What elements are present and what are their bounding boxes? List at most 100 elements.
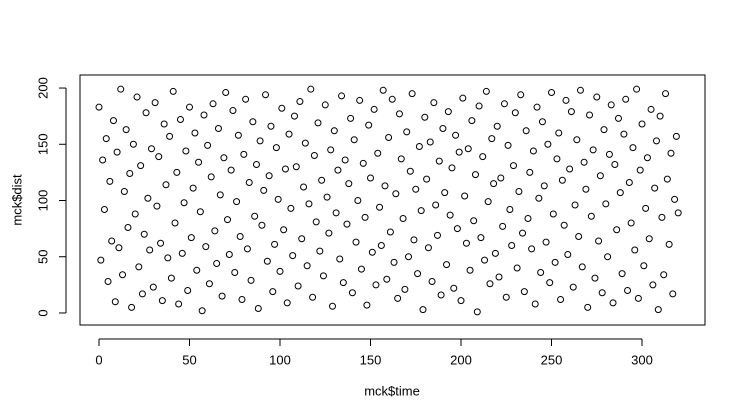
point	[140, 230, 148, 238]
y-tick-label: 200	[35, 77, 50, 99]
point	[452, 131, 460, 139]
point	[428, 277, 436, 285]
point	[289, 252, 297, 260]
point	[573, 136, 581, 144]
point	[412, 185, 420, 193]
point	[564, 250, 572, 258]
point	[636, 166, 644, 174]
point	[654, 306, 662, 314]
point	[225, 250, 233, 258]
point	[392, 190, 400, 198]
point	[395, 110, 403, 118]
point	[624, 286, 632, 294]
point	[569, 283, 577, 291]
point	[158, 297, 166, 305]
point	[350, 136, 358, 144]
point	[200, 111, 208, 119]
point	[111, 298, 119, 306]
point	[558, 176, 566, 184]
point	[473, 308, 481, 316]
point	[209, 100, 217, 108]
point	[437, 291, 445, 299]
point	[576, 86, 584, 94]
point	[258, 221, 266, 229]
point	[184, 286, 192, 294]
point	[319, 272, 327, 280]
point	[598, 289, 606, 297]
x-axis-label: mck$time	[364, 383, 420, 398]
point	[424, 244, 432, 252]
x-tick-label: 0	[95, 352, 102, 367]
point	[195, 158, 203, 166]
point	[479, 153, 487, 161]
point	[243, 245, 251, 253]
point	[361, 213, 369, 221]
point	[276, 267, 284, 275]
point	[316, 247, 324, 255]
point	[240, 150, 248, 158]
point	[104, 277, 112, 285]
x-tick-label: 50	[182, 352, 196, 367]
point	[415, 143, 423, 151]
point	[502, 293, 510, 301]
point	[509, 162, 517, 170]
point	[187, 234, 195, 242]
point	[497, 174, 505, 182]
point	[372, 281, 380, 289]
point	[196, 208, 204, 216]
point	[669, 290, 677, 298]
point	[620, 130, 628, 138]
point	[189, 184, 197, 192]
point	[593, 93, 601, 101]
point	[327, 146, 335, 154]
point	[462, 239, 470, 247]
point	[155, 153, 163, 161]
point	[444, 108, 452, 116]
point	[625, 179, 633, 187]
point	[202, 243, 210, 251]
point	[605, 150, 613, 158]
point	[403, 128, 411, 136]
point	[347, 114, 355, 122]
point	[162, 181, 170, 189]
point	[528, 245, 536, 253]
point	[149, 283, 157, 291]
point	[631, 246, 639, 254]
point	[481, 256, 489, 264]
point	[354, 197, 362, 205]
y-tick-label: 0	[35, 309, 50, 316]
point	[318, 176, 326, 184]
point	[616, 189, 624, 197]
point	[647, 105, 655, 113]
point	[283, 299, 291, 307]
point	[538, 118, 546, 126]
point	[408, 90, 416, 98]
point	[493, 122, 501, 130]
point	[674, 209, 682, 217]
point	[586, 111, 594, 119]
point	[468, 117, 476, 125]
point	[394, 294, 402, 302]
point	[658, 213, 666, 221]
point	[484, 198, 492, 206]
point	[526, 168, 534, 176]
point	[220, 154, 228, 162]
point	[269, 288, 277, 296]
point	[247, 276, 255, 284]
point	[609, 299, 617, 307]
point	[542, 238, 550, 246]
point	[466, 266, 474, 274]
point	[622, 95, 630, 103]
point	[312, 218, 320, 226]
point	[446, 211, 454, 219]
point	[352, 238, 360, 246]
point	[106, 177, 114, 185]
point	[267, 122, 275, 130]
point	[470, 217, 478, 225]
point	[426, 138, 434, 146]
plot-box	[79, 74, 706, 326]
point	[133, 93, 141, 101]
y-tick-label: 100	[35, 190, 50, 212]
point	[500, 100, 508, 108]
point	[207, 173, 215, 181]
